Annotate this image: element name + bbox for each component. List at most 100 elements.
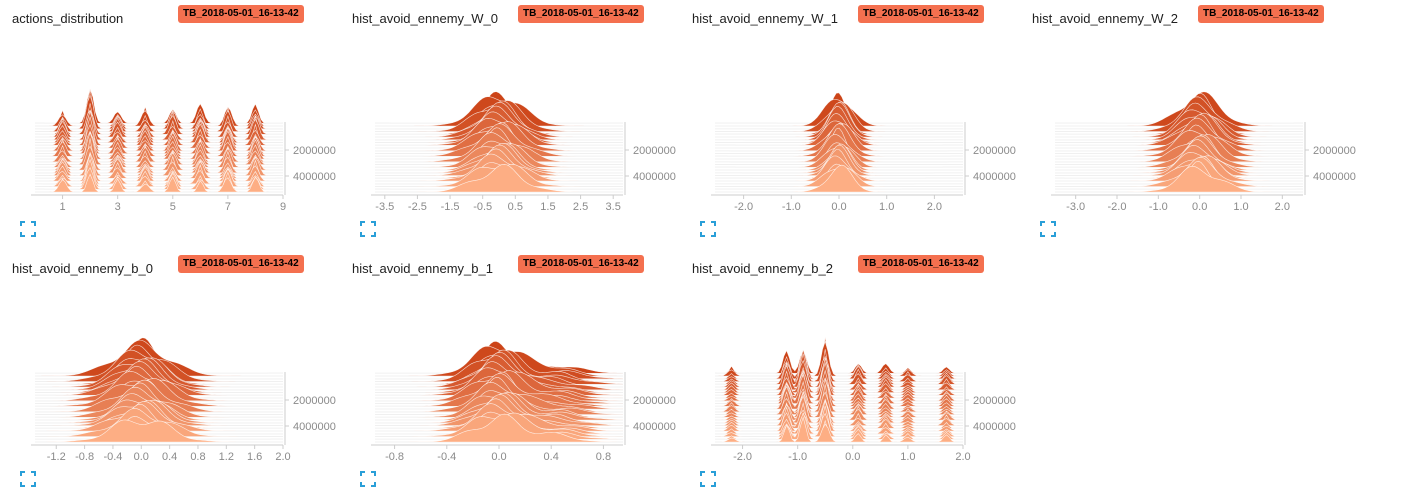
histogram-chart: -3.5 -2.5 -1.5 -0.5 0.5 1.5 2.5 3.5 2000000 40000…	[371, 91, 676, 213]
y-tick-label: 4000000	[293, 421, 336, 433]
histogram-slice	[1054, 115, 1304, 141]
histogram-slice	[1054, 134, 1304, 163]
x-tick-label: -2.0	[1108, 201, 1127, 213]
histogram-slice	[715, 358, 963, 393]
histogram-slice	[715, 401, 963, 426]
x-tick-label: -0.8	[75, 451, 94, 463]
x-tick-label: 2.0	[275, 451, 290, 463]
x-tick-label: 1.0	[900, 451, 915, 463]
histogram-card: hist_avoid_ennemy_W_1 TB_2018-05-01_16-13…	[680, 0, 1020, 245]
x-tick-label: -3.0	[1066, 201, 1085, 213]
run-badge: TB_2018-05-01_16-13-42	[178, 255, 304, 273]
x-tick-label: 5	[170, 201, 176, 213]
y-tick-label: 4000000	[973, 171, 1016, 183]
x-tick-label: 0.4	[544, 451, 559, 463]
histogram-card: hist_avoid_ennemy_W_2 TB_2018-05-01_16-13…	[1020, 0, 1360, 245]
y-tick-label: 2000000	[293, 145, 336, 157]
histogram-slice	[715, 384, 963, 415]
x-tick-label: -1.0	[782, 201, 801, 213]
histogram-slice	[34, 379, 284, 413]
expand-icon[interactable]	[360, 221, 376, 237]
expand-icon[interactable]	[20, 471, 36, 487]
y-tick-label: 4000000	[633, 171, 676, 183]
histogram-slice	[35, 103, 283, 132]
y-tick-label: 4000000	[1313, 171, 1356, 183]
histogram-slice	[715, 369, 963, 399]
x-tick-label: 0.0	[491, 451, 506, 463]
x-tick-label: 0.5	[508, 201, 523, 213]
histogram-slice	[715, 374, 963, 404]
y-tick-label: 2000000	[1313, 145, 1356, 157]
y-tick-label: 2000000	[973, 145, 1016, 157]
histogram-slice	[715, 358, 963, 388]
run-badge: TB_2018-05-01_16-13-42	[858, 255, 984, 273]
x-tick-label: 0.8	[190, 451, 205, 463]
histogram-slice	[715, 348, 963, 382]
histogram-card: hist_avoid_ennemy_b_1 TB_2018-05-01_16-13…	[340, 250, 680, 495]
x-tick-label: -1.0	[788, 451, 807, 463]
histogram-slice	[714, 380, 964, 407]
histogram-slice	[35, 401, 283, 432]
histogram-slice	[714, 370, 964, 402]
x-tick-label: -1.2	[47, 451, 66, 463]
x-tick-label: 0.8	[596, 451, 611, 463]
histogram-slice	[35, 419, 283, 443]
x-tick-label: 2.5	[573, 201, 588, 213]
x-tick-label: -2.0	[734, 201, 753, 213]
histogram-slice	[714, 395, 964, 424]
histogram-slice	[714, 405, 964, 435]
histogram-slice	[714, 390, 964, 418]
card-title: hist_avoid_ennemy_W_0	[352, 11, 498, 26]
card-title: hist_avoid_ennemy_b_1	[352, 261, 493, 276]
expand-icon[interactable]	[700, 221, 716, 237]
histogram-slice	[715, 412, 963, 437]
histogram-slice	[1054, 130, 1304, 157]
x-tick-label: 2.0	[955, 451, 970, 463]
histogram-slice	[375, 163, 623, 193]
x-tick-label: 0.0	[831, 201, 846, 213]
x-tick-label: -0.4	[437, 451, 456, 463]
x-tick-label: -0.4	[103, 451, 122, 463]
x-tick-label: 1.5	[540, 201, 555, 213]
histogram-card: hist_avoid_ennemy_b_0 TB_2018-05-01_16-13…	[0, 250, 340, 495]
histogram-slice	[35, 339, 283, 377]
x-tick-label: 1	[59, 201, 65, 213]
histogram-slice	[35, 173, 283, 193]
run-badge: TB_2018-05-01_16-13-42	[1198, 5, 1324, 23]
run-badge: TB_2018-05-01_16-13-42	[178, 5, 304, 23]
histogram-slice	[715, 399, 963, 432]
card-title: hist_avoid_ennemy_W_1	[692, 11, 838, 26]
card-title: actions_distribution	[12, 11, 124, 26]
x-tick-label: 0.0	[134, 451, 149, 463]
x-tick-label: 1.6	[247, 451, 262, 463]
expand-icon[interactable]	[20, 221, 36, 237]
x-tick-label: 1.0	[1233, 201, 1248, 213]
x-tick-label: -2.5	[408, 201, 427, 213]
histogram-chart: -3.0 -2.0 -1.0 0.0 1.0 2.0 2000000 4000000	[1051, 91, 1356, 213]
histogram-slice	[714, 378, 964, 413]
x-tick-label: 7	[225, 201, 231, 213]
histogram-slice	[375, 413, 623, 443]
histogram-slice	[714, 361, 964, 396]
x-tick-label: -3.5	[375, 201, 394, 213]
histogram-chart: -2.0 -1.0 0.0 1.0 2.0 2000000 4000000	[711, 92, 1016, 213]
y-tick-label: 4000000	[633, 421, 676, 433]
x-tick-label: -1.5	[441, 201, 460, 213]
expand-icon[interactable]	[1040, 221, 1056, 237]
x-tick-label: 9	[280, 201, 286, 213]
x-tick-label: 2.0	[1275, 201, 1290, 213]
histogram-slice	[34, 131, 284, 163]
histogram-slice	[34, 87, 284, 124]
expand-icon[interactable]	[360, 471, 376, 487]
histogram-slice	[1055, 155, 1303, 182]
histogram-chart: -0.8 -0.4 0.0 0.4 0.8 2000000 4000000	[371, 340, 676, 463]
x-tick-label: 3.5	[606, 201, 621, 213]
x-tick-label: -0.5	[473, 201, 492, 213]
histogram-slice	[34, 361, 284, 396]
expand-icon[interactable]	[700, 471, 716, 487]
histogram-card: hist_avoid_ennemy_W_0 TB_2018-05-01_16-13…	[340, 0, 680, 245]
histogram-slice	[35, 358, 283, 393]
x-tick-label: -1.0	[1149, 201, 1168, 213]
run-badge: TB_2018-05-01_16-13-42	[518, 255, 644, 273]
histogram-slice	[34, 94, 284, 130]
